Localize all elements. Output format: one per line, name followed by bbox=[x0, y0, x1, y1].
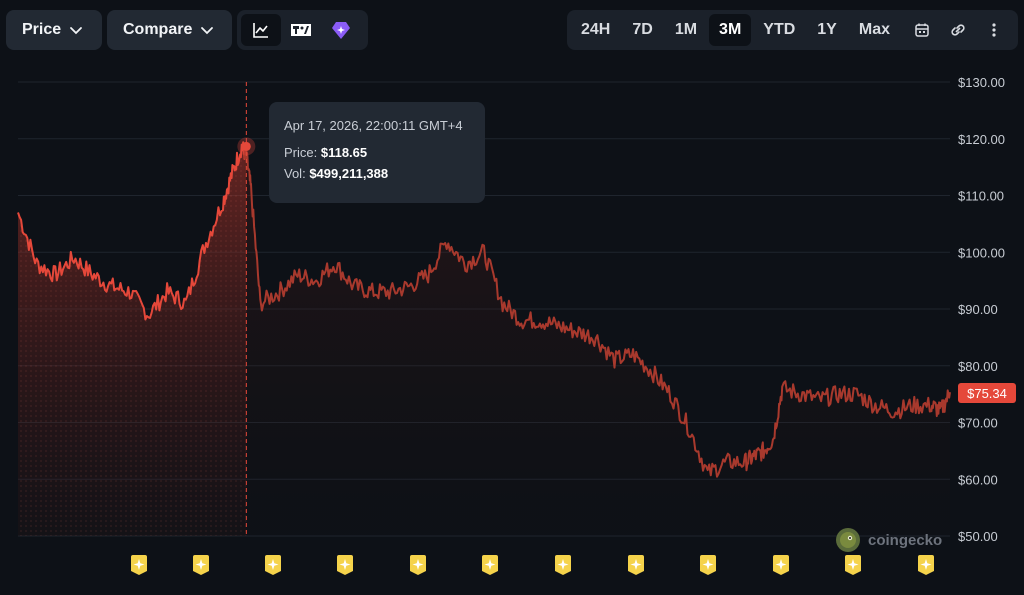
range-1y[interactable]: 1Y bbox=[817, 21, 837, 38]
event-marker-icon[interactable] bbox=[842, 553, 864, 577]
price-line-highlighted bbox=[17, 141, 248, 321]
gecko-logo-icon bbox=[836, 528, 860, 552]
y-tick-label: $90.00 bbox=[958, 302, 998, 317]
price-dropdown-label: Price bbox=[22, 21, 62, 38]
y-axis: $130.00 $120.00 $110.00 $100.00 $90.00 $80.00… bbox=[958, 75, 1005, 544]
chevron-down-icon bbox=[201, 27, 214, 35]
y-tick-label: $70.00 bbox=[958, 416, 998, 431]
range-group: 24H 7D 1M 3M YTD 1Y Max bbox=[567, 10, 1018, 50]
highlight-point bbox=[241, 141, 251, 151]
event-marker-icon[interactable] bbox=[262, 553, 284, 577]
y-tick-label: $130.00 bbox=[958, 75, 1005, 90]
range-ytd[interactable]: YTD bbox=[763, 21, 796, 38]
tooltip-price-value: $118.65 bbox=[320, 145, 368, 160]
tooltip-price-row: Price: $118.65 bbox=[284, 145, 470, 160]
share-link-button[interactable] bbox=[940, 14, 976, 46]
price-series bbox=[17, 141, 951, 478]
price-dropdown[interactable]: Price bbox=[6, 10, 102, 50]
line-chart-button[interactable] bbox=[241, 14, 281, 46]
y-tick-label: $120.00 bbox=[958, 132, 1005, 147]
calendar-button[interactable] bbox=[904, 14, 940, 46]
more-options-button[interactable] bbox=[976, 14, 1012, 46]
area-dimmed bbox=[244, 145, 951, 536]
tradingview-icon bbox=[291, 24, 311, 36]
compare-dropdown[interactable]: Compare bbox=[107, 10, 232, 50]
event-marker-icon[interactable] bbox=[407, 553, 429, 577]
area-dot-texture bbox=[18, 142, 247, 536]
event-marker-icon[interactable] bbox=[479, 553, 501, 577]
event-marker-icon[interactable] bbox=[697, 553, 719, 577]
chevron-down-icon bbox=[70, 27, 83, 35]
price-area bbox=[18, 142, 951, 536]
compare-dropdown-label: Compare bbox=[123, 21, 193, 38]
chart-type-group bbox=[237, 10, 368, 50]
y-tick-label: $100.00 bbox=[958, 245, 1005, 260]
y-tick-label: $110.00 bbox=[958, 189, 1004, 204]
more-icon bbox=[992, 23, 996, 37]
coingecko-watermark: coingecko bbox=[836, 527, 942, 553]
y-tick-label: $80.00 bbox=[958, 359, 998, 374]
tooltip-vol-value: $499,211,388 bbox=[309, 166, 389, 181]
link-icon bbox=[951, 24, 965, 36]
range-max[interactable]: Max bbox=[858, 21, 890, 38]
event-marker-icon[interactable] bbox=[770, 553, 792, 577]
tooltip-vol-row: Vol: $499,211,388 bbox=[284, 166, 470, 181]
range-3m[interactable]: 3M bbox=[709, 14, 752, 46]
ai-insight-button[interactable] bbox=[321, 14, 361, 46]
price-tooltip: Apr 17, 2026, 22:00:11 GMT+4 Price: $118… bbox=[269, 102, 485, 203]
range-24h[interactable]: 24H bbox=[581, 21, 611, 38]
tooltip-datetime: Apr 17, 2026, 22:00:11 GMT+4 bbox=[284, 118, 463, 133]
line-chart-icon bbox=[253, 23, 268, 38]
y-tick-label: $50.00 bbox=[958, 529, 998, 544]
watermark-text: coingecko bbox=[868, 531, 943, 549]
chart-toolbar: Price Compare 24H 7D 1M 3M YTD 1Y Max bbox=[6, 10, 1018, 50]
current-price-tag: $75.34 bbox=[958, 383, 1016, 403]
range-1m[interactable]: 1M bbox=[674, 21, 698, 38]
event-marker-icon[interactable] bbox=[552, 553, 574, 577]
range-7d[interactable]: 7D bbox=[632, 21, 653, 38]
calendar-icon bbox=[915, 23, 929, 37]
event-marker-icon[interactable] bbox=[128, 553, 150, 577]
y-tick-label: $60.00 bbox=[958, 472, 998, 487]
event-marker-icon[interactable] bbox=[915, 553, 937, 577]
ai-sparkle-icon bbox=[332, 22, 350, 39]
price-line-dimmed bbox=[243, 144, 951, 478]
tooltip-price-label: Price: bbox=[284, 145, 318, 160]
tradingview-button[interactable] bbox=[281, 14, 321, 46]
event-marker-icon[interactable] bbox=[625, 553, 647, 577]
tooltip-vol-label: Vol: bbox=[284, 166, 306, 181]
event-marker-icon[interactable] bbox=[334, 553, 356, 577]
event-marker-icon[interactable] bbox=[190, 553, 212, 577]
